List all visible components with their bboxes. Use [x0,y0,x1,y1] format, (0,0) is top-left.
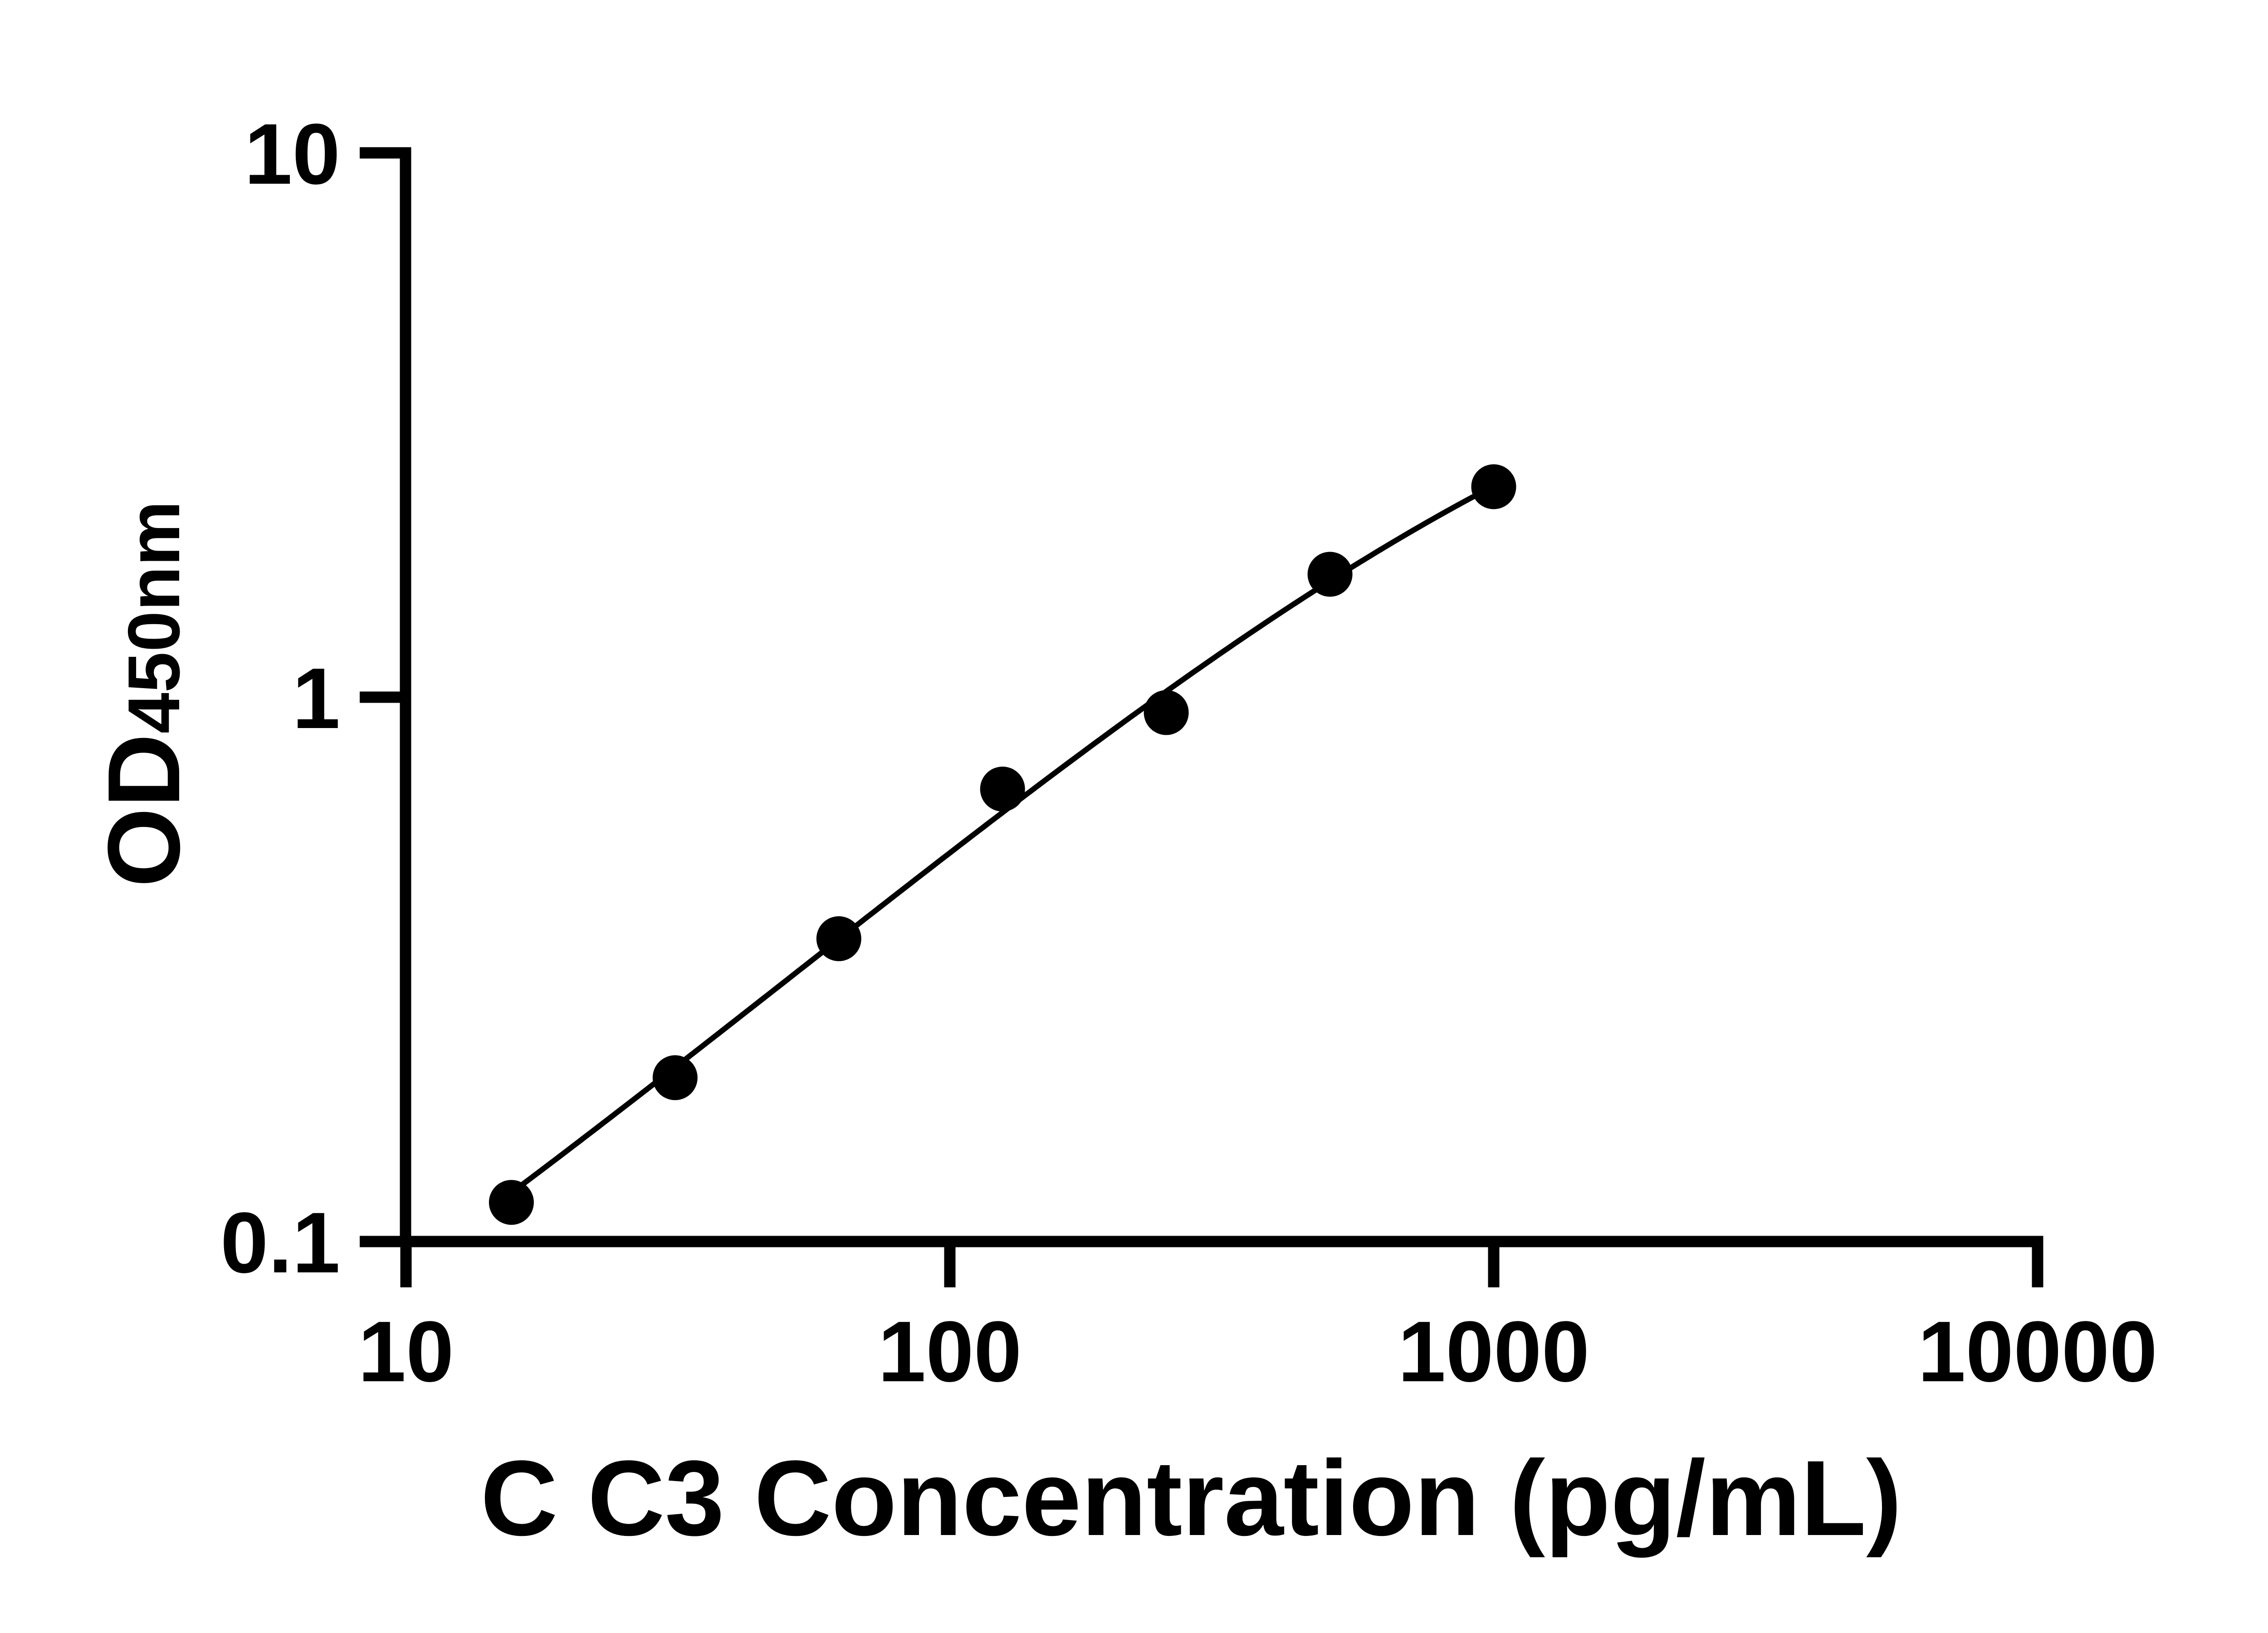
y-tick-mark-0.1 [360,1236,411,1247]
x-tick-mark-10000 [2032,1242,2043,1287]
tick-labels-group: 10 100 1000 10000 10 1 0.1 [220,106,2157,1400]
y-axis-title-main: OD [86,733,201,887]
x-tick-label-10: 10 [358,1304,454,1400]
data-point-6 [1307,552,1353,597]
y-tick-mark-1 [360,691,411,703]
x-tick-label-100: 100 [878,1304,1022,1400]
data-point-5 [1144,690,1189,735]
data-point-4 [980,767,1025,812]
x-tick-mark-100 [944,1242,956,1287]
data-point-1 [489,1180,534,1225]
y-tick-label-0.1: 0.1 [220,1195,340,1291]
x-tick-mark-1000 [1488,1242,1500,1287]
y-tick-mark-10 [360,147,411,159]
x-axis-line [400,1236,2043,1247]
data-point-3 [816,916,861,961]
y-tick-label-1: 1 [292,650,340,747]
y-axis-title-sub: 450nm [113,501,195,733]
y-axis-title: OD450nm [86,501,201,887]
x-tick-label-1000: 1000 [1398,1304,1590,1400]
y-tick-label-10: 10 [244,106,340,202]
x-tick-label-10000: 10000 [1918,1304,2157,1400]
x-tick-mark-10 [400,1242,412,1287]
data-point-2 [652,1055,698,1100]
data-point-7 [1471,464,1516,509]
axes-group [360,147,2043,1287]
x-axis-title: C C3 Concentration (pg/mL) [480,1438,1901,1558]
data-points-group [489,464,1516,1225]
